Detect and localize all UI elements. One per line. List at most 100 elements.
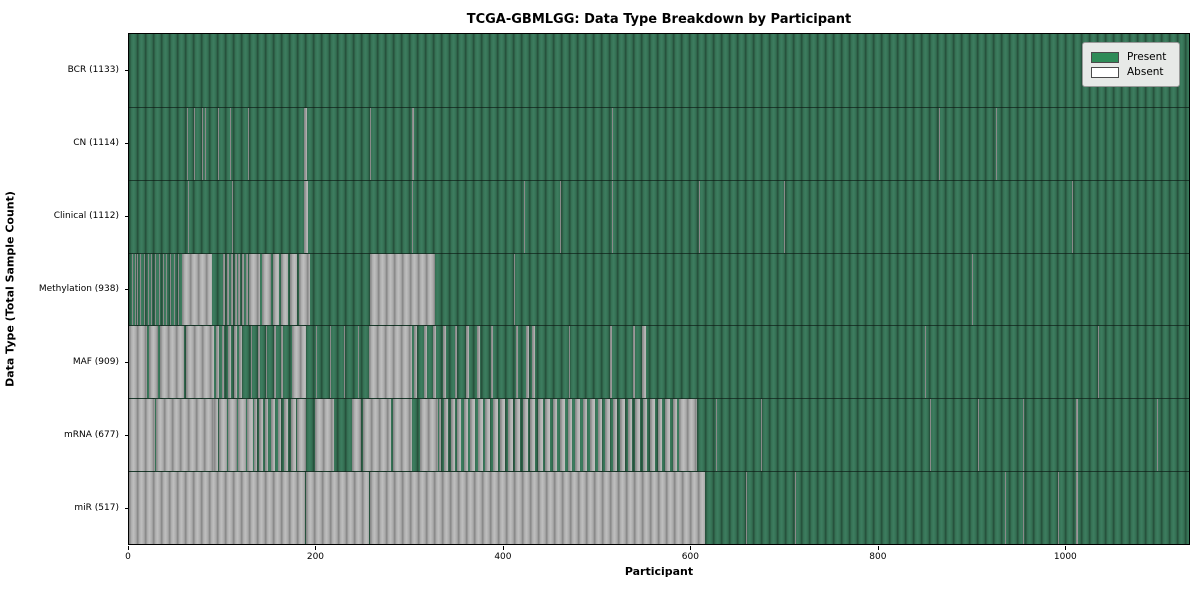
absent-segment bbox=[247, 107, 249, 180]
absent-segment bbox=[438, 399, 442, 472]
absent-segment bbox=[134, 253, 136, 326]
absent-segment bbox=[605, 399, 610, 472]
absent-segment bbox=[412, 180, 414, 253]
absent-segment bbox=[620, 399, 625, 472]
absent-segment bbox=[370, 472, 706, 544]
absent-segment bbox=[351, 399, 361, 472]
absent-segment bbox=[1157, 399, 1159, 472]
absent-segment bbox=[137, 253, 139, 326]
absent-segment bbox=[265, 326, 268, 399]
absent-segment bbox=[233, 326, 237, 399]
absent-segment bbox=[214, 399, 218, 472]
absent-segment bbox=[609, 326, 612, 399]
absent-segment bbox=[358, 326, 360, 399]
absent-segment bbox=[230, 107, 232, 180]
absent-segment bbox=[672, 399, 678, 472]
x-tick bbox=[690, 546, 692, 550]
absent-segment bbox=[491, 326, 493, 399]
absent-segment bbox=[231, 180, 233, 253]
x-tick-label: 1000 bbox=[1053, 552, 1077, 562]
absent-segment bbox=[228, 326, 231, 399]
absent-segment bbox=[530, 399, 536, 472]
absent-segment bbox=[523, 180, 525, 253]
absent-segment bbox=[177, 253, 179, 326]
absent-segment bbox=[281, 326, 284, 399]
absent-segment bbox=[1058, 472, 1060, 544]
absent-segment bbox=[641, 326, 647, 399]
absent-segment bbox=[315, 399, 334, 472]
absent-segment bbox=[433, 326, 436, 399]
absent-segment bbox=[500, 399, 506, 472]
absent-segment bbox=[230, 253, 233, 326]
y-tick-label-cn: CN (1114) bbox=[73, 137, 119, 148]
absent-segment bbox=[392, 399, 412, 472]
absent-segment bbox=[650, 399, 655, 472]
absent-segment bbox=[156, 399, 215, 472]
y-tick-label-bcr: BCR (1133) bbox=[67, 64, 119, 75]
absent-segment bbox=[450, 399, 455, 472]
x-tick bbox=[1065, 546, 1067, 550]
absent-segment bbox=[463, 399, 468, 472]
absent-segment bbox=[305, 472, 370, 544]
absent-segment bbox=[271, 399, 275, 472]
absent-segment bbox=[201, 107, 203, 180]
y-tick bbox=[125, 142, 129, 144]
absent-segment bbox=[657, 399, 663, 472]
absent-segment bbox=[454, 326, 458, 399]
absent-segment bbox=[297, 399, 306, 472]
absent-segment bbox=[492, 399, 498, 472]
absent-segment bbox=[223, 253, 226, 326]
absent-segment bbox=[186, 326, 215, 399]
absent-segment bbox=[234, 253, 237, 326]
y-tick bbox=[125, 69, 129, 71]
x-tick-label: 800 bbox=[869, 552, 887, 562]
absent-segment bbox=[147, 253, 149, 326]
absent-segment bbox=[525, 326, 530, 399]
row-cn bbox=[129, 106, 1189, 180]
absent-segment bbox=[939, 107, 941, 180]
legend-label-absent: Absent bbox=[1127, 66, 1164, 78]
absent-segment bbox=[166, 253, 168, 326]
x-axis: 0 200 400 600 800 1000 bbox=[125, 545, 1190, 575]
absent-segment bbox=[291, 326, 306, 399]
absent-segment bbox=[1023, 472, 1025, 544]
absent-segment bbox=[1075, 472, 1078, 544]
absent-segment bbox=[143, 253, 145, 326]
absent-segment bbox=[370, 253, 435, 326]
absent-segment bbox=[221, 326, 225, 399]
absent-segment bbox=[665, 399, 670, 472]
absent-segment bbox=[715, 399, 717, 472]
absent-segment bbox=[170, 253, 172, 326]
absent-segment bbox=[277, 399, 282, 472]
absent-segment bbox=[545, 399, 550, 472]
absent-segment bbox=[254, 399, 258, 472]
legend-label-present: Present bbox=[1127, 51, 1167, 63]
absent-segment bbox=[590, 399, 595, 472]
row-bcr bbox=[129, 34, 1189, 107]
absent-segment bbox=[204, 107, 206, 180]
absent-segment bbox=[129, 472, 305, 544]
absent-segment bbox=[140, 253, 142, 326]
absent-segment bbox=[575, 399, 580, 472]
absent-segment bbox=[929, 399, 931, 472]
absent-segment bbox=[242, 253, 245, 326]
y-tick-label-clinical: Clinical (1112) bbox=[53, 210, 119, 221]
absent-segment bbox=[182, 253, 213, 326]
row-methylation bbox=[129, 252, 1189, 326]
absent-segment bbox=[303, 107, 307, 180]
absent-segment bbox=[925, 326, 927, 399]
row-maf bbox=[129, 325, 1189, 399]
absent-segment bbox=[289, 253, 298, 326]
absent-segment bbox=[522, 399, 528, 472]
absent-segment bbox=[470, 399, 476, 472]
absent-segment bbox=[217, 107, 219, 180]
absent-segment bbox=[627, 399, 633, 472]
absent-segment bbox=[633, 326, 636, 399]
y-tick bbox=[125, 215, 129, 217]
absent-segment bbox=[698, 180, 700, 253]
absent-segment bbox=[977, 399, 979, 472]
absent-segment bbox=[248, 253, 260, 326]
absent-segment bbox=[151, 253, 153, 326]
absent-segment bbox=[303, 180, 308, 253]
